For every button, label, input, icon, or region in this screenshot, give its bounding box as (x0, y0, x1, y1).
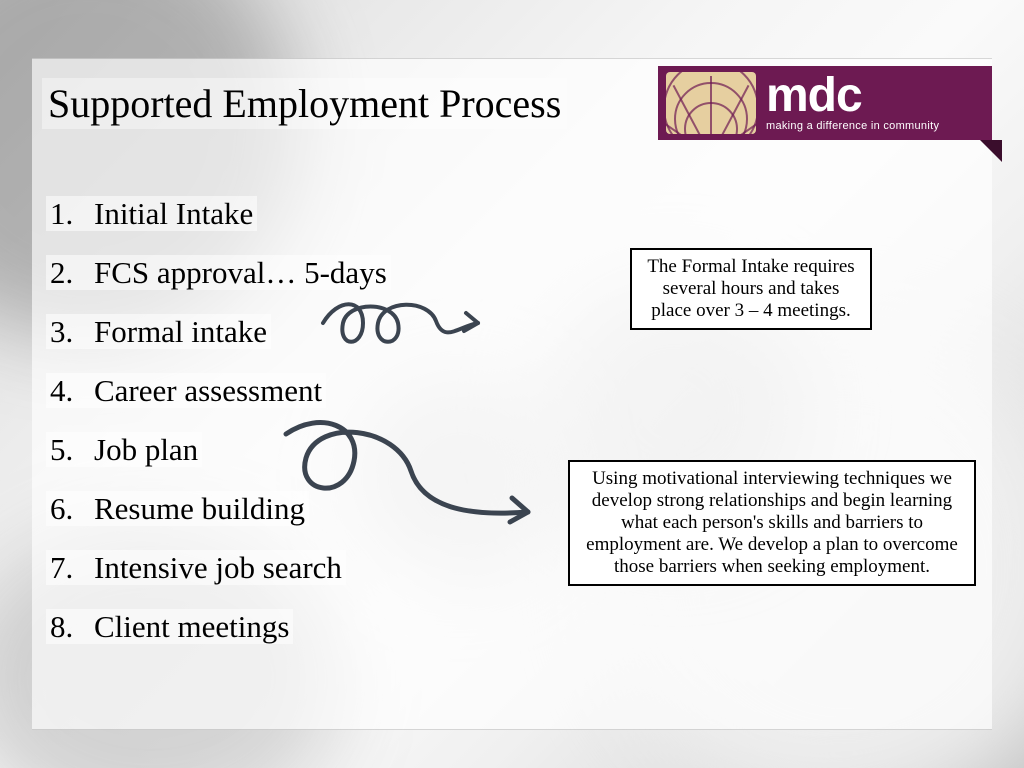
list-number: 8. (50, 611, 94, 642)
logo-tagline: making a difference in community (766, 120, 939, 132)
callout-text: The Formal Intake requires several hours… (647, 256, 854, 321)
list-text: Career assessment (94, 375, 322, 406)
list-number: 5. (50, 434, 94, 465)
logo-fan-icon (666, 72, 756, 134)
list-item: 7.Intensive job search (46, 550, 346, 585)
list-number: 3. (50, 316, 94, 347)
list-number: 2. (50, 257, 94, 288)
slide-title: Supported Employment Process (42, 78, 567, 129)
callout-text: Using motivational interviewing techniqu… (586, 468, 958, 577)
list-item: 4.Career assessment (46, 373, 326, 408)
list-number: 6. (50, 493, 94, 524)
logo-ribbon-point-icon (980, 140, 1002, 162)
callout-motivational-interviewing: Using motivational interviewing techniqu… (568, 460, 976, 586)
list-item: 6.Resume building (46, 491, 309, 526)
process-list: 1.Initial Intake 2.FCS approval… 5-days … (46, 196, 566, 668)
list-text: Client meetings (94, 611, 289, 642)
list-text: FCS approval… 5-days (94, 257, 387, 288)
list-text: Job plan (94, 434, 198, 465)
callout-formal-intake: The Formal Intake requires several hours… (630, 248, 872, 330)
list-item: 8.Client meetings (46, 609, 293, 644)
list-item: 3.Formal intake (46, 314, 271, 349)
list-number: 4. (50, 375, 94, 406)
list-number: 7. (50, 552, 94, 583)
logo-name: mdc (766, 74, 939, 117)
list-item: 2.FCS approval… 5-days (46, 255, 391, 290)
list-text: Intensive job search (94, 552, 342, 583)
list-number: 1. (50, 198, 94, 229)
list-text: Resume building (94, 493, 305, 524)
list-item: 1.Initial Intake (46, 196, 257, 231)
mdc-logo: mdc making a difference in community (658, 66, 992, 140)
list-text: Formal intake (94, 316, 267, 347)
list-item: 5.Job plan (46, 432, 202, 467)
list-text: Initial Intake (94, 198, 253, 229)
